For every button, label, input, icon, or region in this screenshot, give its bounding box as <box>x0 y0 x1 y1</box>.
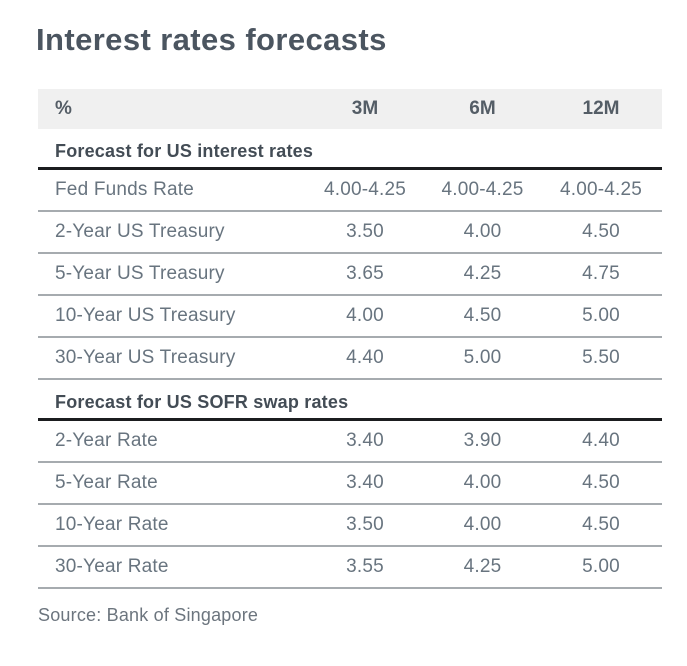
row-value-3m: 3.65 <box>346 263 384 284</box>
row-value-6m: 4.25 <box>463 263 502 284</box>
column-header-12m: 12M <box>582 98 620 119</box>
section-header-us-sofr-swap-rates: Forecast for US SOFR swap rates <box>38 386 662 421</box>
table-row-2y-treasury: 2-Year US Treasury 3.50 4.00 4.50 <box>38 212 662 254</box>
row-label: 10-Year Rate <box>55 514 169 535</box>
table-row-10y-sofr: 10-Year Rate 3.50 4.00 4.50 <box>38 505 662 547</box>
forecast-table: % 3M 6M 12M Forecast for US interest rat… <box>38 89 662 589</box>
table-row-5y-treasury: 5-Year US Treasury 3.65 4.25 4.75 <box>38 254 662 296</box>
column-header-3m: 3M <box>351 98 379 119</box>
row-value-12m: 4.50 <box>582 514 620 535</box>
row-label: 2-Year Rate <box>55 430 158 451</box>
row-value-12m: 4.50 <box>582 221 620 242</box>
table-row-2y-sofr: 2-Year Rate 3.40 3.90 4.40 <box>38 421 662 463</box>
table-row-10y-treasury: 10-Year US Treasury 4.00 4.50 5.00 <box>38 296 662 338</box>
row-value-3m: 3.40 <box>346 430 384 451</box>
row-label: Fed Funds Rate <box>55 179 195 200</box>
row-label: 10-Year US Treasury <box>55 305 236 326</box>
column-header-6m: 6M <box>469 98 496 119</box>
row-value-3m: 3.50 <box>346 514 384 535</box>
row-value-12m: 5.00 <box>582 556 620 577</box>
column-header-percent: % <box>55 98 72 119</box>
row-label: 30-Year Rate <box>55 556 169 577</box>
row-value-3m: 4.40 <box>346 347 384 368</box>
row-label: 5-Year US Treasury <box>55 263 225 284</box>
row-value-6m: 4.50 <box>463 305 502 326</box>
row-value-6m: 4.00-4.25 <box>441 179 524 200</box>
row-value-12m: 4.75 <box>582 263 620 284</box>
row-value-12m: 4.40 <box>582 430 620 451</box>
row-value-3m: 4.00-4.25 <box>323 179 407 200</box>
row-value-3m: 3.40 <box>346 472 384 493</box>
row-value-6m: 3.90 <box>463 430 502 451</box>
page-title: Interest rates forecasts <box>36 22 387 57</box>
row-label: 5-Year Rate <box>55 472 158 493</box>
row-value-3m: 3.55 <box>346 556 384 577</box>
row-value-3m: 4.00 <box>346 305 384 326</box>
row-value-6m: 4.00 <box>463 221 502 242</box>
table-row-30y-treasury: 30-Year US Treasury 4.40 5.00 5.50 <box>38 338 662 380</box>
section-header-us-interest-rates: Forecast for US interest rates <box>38 135 662 170</box>
report-page: Interest rates forecasts % 3M 6M 12M For… <box>0 22 687 666</box>
row-value-12m: 4.50 <box>582 472 620 493</box>
row-value-12m: 5.00 <box>582 305 620 326</box>
table-header-row: % 3M 6M 12M <box>38 89 662 129</box>
row-value-6m: 4.00 <box>463 472 502 493</box>
table-row-30y-sofr: 30-Year Rate 3.55 4.25 5.00 <box>38 547 662 589</box>
row-label: 30-Year US Treasury <box>55 347 236 368</box>
row-value-6m: 5.00 <box>463 347 502 368</box>
source-note: Source: Bank of Singapore <box>38 605 259 625</box>
row-label: 2-Year US Treasury <box>55 221 225 242</box>
row-value-3m: 3.50 <box>346 221 384 242</box>
row-value-6m: 4.00 <box>463 514 502 535</box>
row-value-12m: 5.50 <box>582 347 620 368</box>
table-row-fed-funds: Fed Funds Rate 4.00-4.25 4.00-4.25 4.00-… <box>38 170 662 212</box>
row-value-12m: 4.00-4.25 <box>559 179 643 200</box>
row-value-6m: 4.25 <box>463 556 502 577</box>
table-row-5y-sofr: 5-Year Rate 3.40 4.00 4.50 <box>38 463 662 505</box>
